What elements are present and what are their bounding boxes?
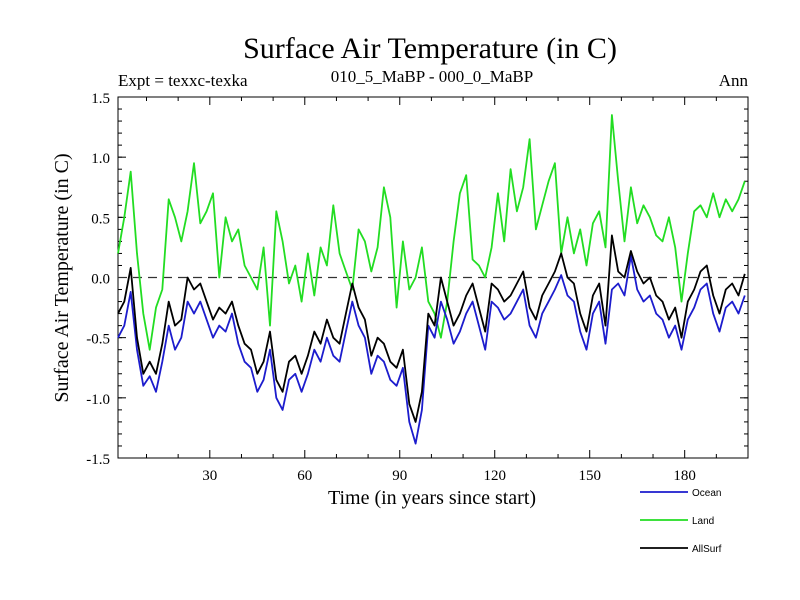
x-tick-label: 180 xyxy=(673,468,696,484)
period-label: Ann xyxy=(719,71,749,90)
x-tick-label: 60 xyxy=(297,468,312,484)
y-tick-label: -1.5 xyxy=(86,452,110,468)
legend: Ocean Land AllSurf xyxy=(640,488,722,555)
legend-label-ocean: Ocean xyxy=(692,488,721,499)
y-axis-label: Surface Air Temperature (in C) xyxy=(51,153,73,402)
y-tick-label: 0.5 xyxy=(91,211,110,227)
y-tick-label: 1.5 xyxy=(91,91,110,107)
x-tick-label: 30 xyxy=(202,468,217,484)
y-tick-label: -1.0 xyxy=(86,392,110,408)
legend-label-allsurf: AllSurf xyxy=(692,544,722,555)
legend-label-land: Land xyxy=(692,516,714,527)
y-tick-label: 1.0 xyxy=(91,151,110,167)
x-tick-label: 150 xyxy=(578,468,601,484)
series-line-land xyxy=(117,114,746,351)
series-line-ocean xyxy=(117,254,746,445)
x-tick-label: 90 xyxy=(392,468,407,484)
series-line-allsurf xyxy=(117,234,746,423)
y-tick-label: 0.0 xyxy=(91,272,110,288)
experiment-label: Expt = texxc-texka xyxy=(118,71,248,90)
plot-area: -1.5 -1.0 -0.5 0.0 0.5 1.0 1.5 30 60 90 120 150 180 xyxy=(86,91,749,484)
y-tick-label: -0.5 xyxy=(86,332,110,348)
x-tick-label: 120 xyxy=(483,468,506,484)
x-axis-label: Time (in years since start) xyxy=(328,487,536,509)
comparison-label: 010_5_MaBP - 000_0_MaBP xyxy=(331,67,533,86)
chart-title: Surface Air Temperature (in C) xyxy=(243,32,617,65)
